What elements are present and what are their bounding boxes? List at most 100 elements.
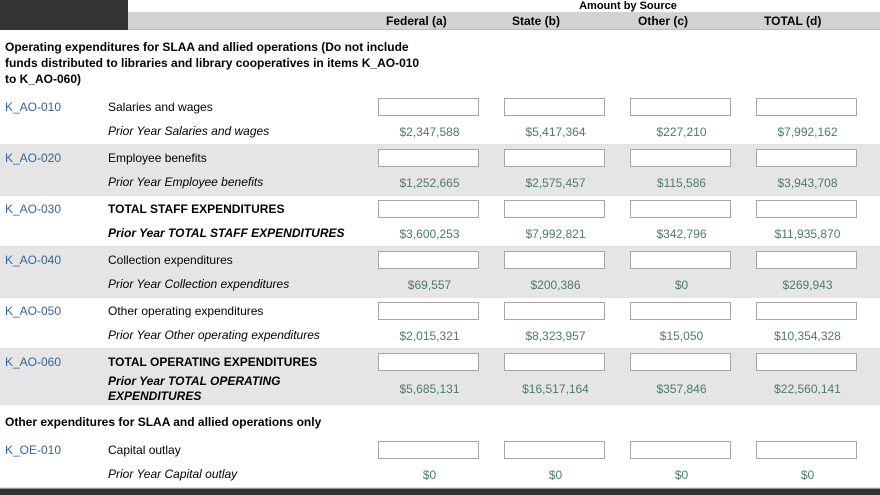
current-year-row: K_AO-020 Employee benefits <box>0 145 880 170</box>
table-body: Operating expenditures for SLAA and alli… <box>0 30 880 488</box>
amount-input-state[interactable] <box>504 301 605 320</box>
expenditure-group: K_AO-060 TOTAL OPERATING EXPENDITURES Pr… <box>0 349 880 405</box>
prior-value-total: $269,943 <box>782 277 833 292</box>
amount-input-total[interactable] <box>756 440 857 459</box>
item-code-link[interactable]: K_AO-060 <box>5 354 62 369</box>
prior-year-label: Prior Year Other operating expenditures <box>108 328 320 342</box>
prior-value-federal: $69,557 <box>407 277 452 292</box>
amount-input-total[interactable] <box>756 352 857 371</box>
amount-input-other[interactable] <box>630 97 731 116</box>
column-header-row: Federal (a) State (b) Other (c) TOTAL (d… <box>0 12 880 30</box>
prior-year-row: Prior Year Other operating expenditures … <box>0 323 880 348</box>
amount-input-state[interactable] <box>504 199 605 218</box>
column-header-state: State (b) <box>512 14 560 28</box>
amount-input-other[interactable] <box>630 440 731 459</box>
prior-value-federal: $3,600,253 <box>399 226 460 241</box>
prior-value-federal: $2,347,588 <box>399 124 460 139</box>
amount-input-federal[interactable] <box>378 97 479 116</box>
amount-input-federal[interactable] <box>378 440 479 459</box>
current-year-row: K_OE-010 Capital outlay <box>0 437 880 462</box>
prior-year-label: Prior Year Employee benefits <box>108 175 264 189</box>
item-label: Capital outlay <box>108 442 181 457</box>
amount-input-other[interactable] <box>630 301 731 320</box>
form-section: Operating expenditures for SLAA and alli… <box>0 30 880 405</box>
prior-value-other: $342,796 <box>656 226 707 241</box>
prior-year-row: Prior Year Collection expenditures $69,5… <box>0 272 880 297</box>
amount-input-federal[interactable] <box>378 301 479 320</box>
item-code-link[interactable]: K_AO-050 <box>5 303 62 318</box>
amount-input-total[interactable] <box>756 250 857 269</box>
prior-year-row: Prior Year Employee benefits $1,252,665 … <box>0 170 880 195</box>
prior-year-label: Prior Year TOTAL STAFF EXPENDITURES <box>108 226 345 240</box>
prior-value-total: $11,935,870 <box>774 226 841 241</box>
item-label: TOTAL OPERATING EXPENDITURES <box>108 354 318 369</box>
expenditure-group: K_AO-050 Other operating expenditures Pr… <box>0 298 880 349</box>
prior-value-other: $15,050 <box>659 328 704 343</box>
amount-input-federal[interactable] <box>378 250 479 269</box>
amount-input-state[interactable] <box>504 148 605 167</box>
expenditure-group: K_AO-020 Employee benefits Prior Year Em… <box>0 145 880 196</box>
current-year-row: K_AO-050 Other operating expenditures <box>0 298 880 323</box>
prior-value-other: $0 <box>674 277 689 292</box>
amount-input-federal[interactable] <box>378 199 479 218</box>
prior-value-other: $357,846 <box>656 382 707 396</box>
table-header-top: Amount by Source <box>0 0 880 12</box>
prior-value-total: $3,943,708 <box>777 175 838 190</box>
amount-input-state[interactable] <box>504 352 605 371</box>
next-section-cutoff-bar <box>0 488 880 495</box>
expenditure-group: K_OE-010 Capital outlay Prior Year Capit… <box>0 437 880 488</box>
prior-value-total: $10,354,328 <box>774 328 841 343</box>
prior-value-state: $0 <box>548 467 563 482</box>
amount-input-state[interactable] <box>504 440 605 459</box>
prior-value-federal: $5,685,131 <box>399 382 460 396</box>
form-section: Other expenditures for SLAA and allied o… <box>0 405 880 488</box>
prior-year-label: Prior Year Salaries and wages <box>108 124 270 138</box>
amount-input-state[interactable] <box>504 250 605 269</box>
amount-input-other[interactable] <box>630 250 731 269</box>
item-code-link[interactable]: K_AO-040 <box>5 252 62 267</box>
prior-value-state: $2,575,457 <box>525 175 586 190</box>
amount-by-source-label: Amount by Source <box>579 0 677 12</box>
amount-input-total[interactable] <box>756 199 857 218</box>
prior-value-state: $16,517,164 <box>522 382 589 396</box>
prior-value-other: $227,210 <box>656 124 707 139</box>
amount-input-total[interactable] <box>756 97 857 116</box>
column-header-federal: Federal (a) <box>386 14 447 28</box>
expenditure-group: K_AO-010 Salaries and wages Prior Year S… <box>0 94 880 145</box>
amount-input-federal[interactable] <box>378 148 479 167</box>
prior-value-other: $0 <box>674 467 689 482</box>
prior-value-state: $5,417,364 <box>525 124 586 139</box>
item-code-link[interactable]: K_OE-010 <box>5 442 62 457</box>
prior-value-federal: $0 <box>422 467 437 482</box>
prior-value-total: $7,992,162 <box>777 124 838 139</box>
item-label: Other operating expenditures <box>108 303 264 318</box>
item-label: Collection expenditures <box>108 252 233 267</box>
prior-year-row: Prior Year Capital outlay $0 $0 $0 $0 <box>0 462 880 487</box>
amount-input-total[interactable] <box>756 148 857 167</box>
current-year-row: K_AO-030 TOTAL STAFF EXPENDITURES <box>0 196 880 221</box>
amount-input-total[interactable] <box>756 301 857 320</box>
amount-input-other[interactable] <box>630 352 731 371</box>
amount-input-other[interactable] <box>630 199 731 218</box>
item-code-link[interactable]: K_AO-020 <box>5 150 62 165</box>
item-code-link[interactable]: K_AO-030 <box>5 201 62 216</box>
header-dark-cell <box>0 12 128 30</box>
prior-value-other: $115,586 <box>656 175 707 190</box>
prior-value-state: $8,323,957 <box>525 328 586 343</box>
current-year-row: K_AO-010 Salaries and wages <box>0 94 880 119</box>
current-year-row: K_AO-040 Collection expenditures <box>0 247 880 272</box>
amount-input-other[interactable] <box>630 148 731 167</box>
amount-input-federal[interactable] <box>378 352 479 371</box>
column-header-total: TOTAL (d) <box>764 14 822 28</box>
current-year-row: K_AO-060 TOTAL OPERATING EXPENDITURES <box>0 349 880 374</box>
item-label: Salaries and wages <box>108 99 213 114</box>
item-code-link[interactable]: K_AO-010 <box>5 99 62 114</box>
amount-input-state[interactable] <box>504 97 605 116</box>
section-title: Operating expenditures for SLAA and alli… <box>5 40 420 86</box>
item-label: Employee benefits <box>108 150 207 165</box>
prior-year-row: Prior Year Salaries and wages $2,347,588… <box>0 119 880 144</box>
section-title: Other expenditures for SLAA and allied o… <box>5 415 322 429</box>
prior-year-label: Prior Year Collection expenditures <box>108 277 290 291</box>
prior-year-label: Prior Year TOTAL OPERATING EXPENDITURES <box>108 374 281 403</box>
